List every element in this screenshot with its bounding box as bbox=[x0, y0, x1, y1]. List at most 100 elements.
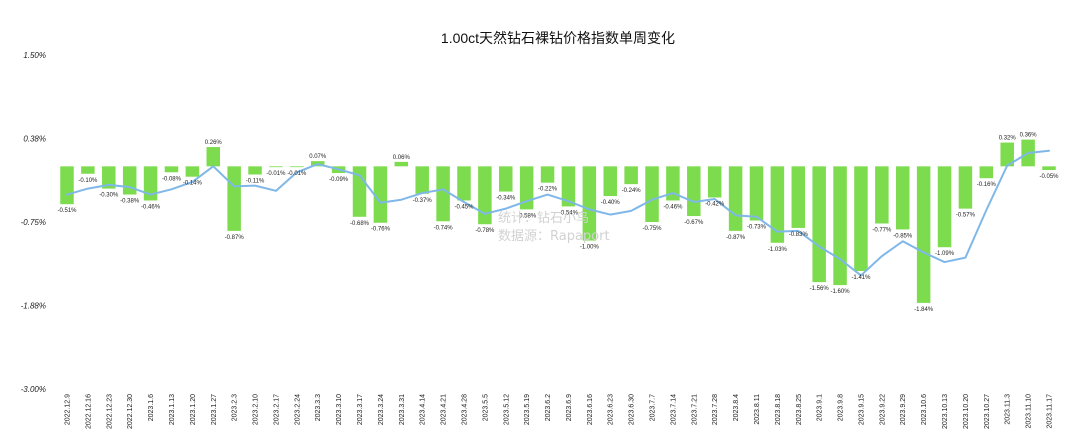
x-tick-label: 2023.4.21 bbox=[441, 394, 448, 425]
bar bbox=[394, 161, 409, 167]
bar bbox=[979, 166, 994, 179]
bar bbox=[102, 166, 116, 189]
bar bbox=[436, 166, 450, 222]
data-label: -0.74% bbox=[434, 225, 454, 231]
data-label: -1.41% bbox=[851, 275, 871, 281]
x-tick-label: 2023.2.17 bbox=[273, 394, 280, 425]
x-tick-label: 2023.1.6 bbox=[148, 394, 155, 421]
data-label: -0.40% bbox=[601, 200, 621, 206]
x-tick-label: 2022.12.16 bbox=[85, 394, 92, 429]
bar bbox=[206, 147, 221, 167]
data-label: 0.32% bbox=[999, 136, 1017, 142]
bar bbox=[687, 166, 701, 217]
bar bbox=[561, 166, 576, 207]
data-label: -0.54% bbox=[559, 210, 579, 216]
data-label: -0.11% bbox=[246, 179, 265, 185]
bar bbox=[916, 166, 931, 303]
x-tick-label: 2023.6.2 bbox=[545, 394, 552, 421]
bar bbox=[185, 166, 200, 177]
bar bbox=[582, 166, 597, 241]
x-tick-label: 2023.9.29 bbox=[900, 394, 907, 425]
x-tick-label: 2023.5.5 bbox=[482, 394, 489, 421]
x-tick-label: 2023.1.13 bbox=[169, 394, 176, 425]
x-tick-label: 2023.2.3 bbox=[232, 394, 239, 421]
data-label: -0.01% bbox=[287, 171, 307, 177]
y-tick-label: 0.38% bbox=[23, 135, 46, 144]
data-label: -0.67% bbox=[684, 220, 704, 226]
x-tick-label: 2023.7.28 bbox=[712, 394, 719, 425]
data-label: -1.56% bbox=[810, 286, 830, 292]
x-tick-label: 2023.6.16 bbox=[587, 394, 594, 425]
trend-line-series bbox=[66, 149, 1050, 277]
x-tick-label: 2023.1.20 bbox=[190, 394, 197, 425]
watermark-line1: 统计：钻石小鸟 bbox=[498, 210, 589, 226]
x-tick-label: 2023.11.10 bbox=[1026, 394, 1033, 429]
x-tick-label: 2023.10.6 bbox=[921, 394, 928, 425]
x-tick-label: 2022.12.23 bbox=[106, 394, 113, 429]
data-label: -0.08% bbox=[162, 176, 182, 182]
data-label: -0.46% bbox=[141, 204, 161, 210]
data-label: -0.46% bbox=[663, 204, 683, 210]
x-axis-ticks: 2022.12.9 2022.12.16 2022.12.23 2022.12.30 2… bbox=[65, 394, 1054, 429]
bar bbox=[290, 166, 304, 168]
bar bbox=[603, 166, 617, 197]
x-tick-label: 2023.11.17 bbox=[1047, 394, 1054, 429]
x-tick-label: 2023.5.12 bbox=[503, 394, 510, 425]
x-tick-label: 2023.5.19 bbox=[524, 394, 531, 425]
bar bbox=[519, 166, 534, 210]
watermark: 统计：钻石小鸟 数据源：Rapaport bbox=[498, 210, 610, 244]
bar bbox=[895, 166, 910, 230]
data-label: -0.05% bbox=[1039, 174, 1059, 180]
data-labels: -0.51%-0.10%-0.30%-0.38%-0.46%-0.08%-0.1… bbox=[57, 133, 1059, 313]
x-tick-label: 2023.4.28 bbox=[461, 394, 468, 425]
x-tick-label: 2023.7.21 bbox=[691, 394, 698, 425]
x-tick-label: 2023.8.18 bbox=[775, 394, 782, 425]
data-label: -0.87% bbox=[225, 235, 245, 241]
data-label: -0.75% bbox=[643, 226, 663, 232]
data-label: -0.38% bbox=[120, 199, 140, 205]
data-label: 0.07% bbox=[309, 154, 327, 160]
y-axis-ticks: 1.50% 0.38% -0.75% -1.88% -3.00% bbox=[21, 51, 46, 394]
x-tick-label: 2023.3.31 bbox=[399, 394, 406, 425]
data-label: -0.09% bbox=[329, 177, 349, 183]
data-label: -0.16% bbox=[977, 182, 997, 188]
data-label: 0.06% bbox=[393, 155, 411, 161]
data-label: -0.83% bbox=[789, 232, 809, 238]
bar bbox=[1000, 142, 1014, 167]
data-label: -0.01% bbox=[266, 171, 286, 177]
bar bbox=[854, 166, 868, 271]
x-tick-label: 2023.7.14 bbox=[670, 394, 677, 425]
bar bbox=[143, 166, 158, 201]
bar bbox=[812, 166, 826, 283]
x-tick-label: 2023.8.25 bbox=[796, 394, 803, 425]
chart-title: 1.00ct天然钻石裸钻价格指数单周变化 bbox=[441, 30, 675, 46]
x-tick-label: 2023.2.24 bbox=[294, 394, 301, 425]
x-tick-label: 2023.9.1 bbox=[817, 394, 824, 421]
x-tick-label: 2023.6.30 bbox=[629, 394, 636, 425]
x-tick-label: 2023.10.13 bbox=[942, 394, 949, 429]
bar bbox=[937, 166, 952, 248]
x-tick-label: 2023.1.27 bbox=[211, 394, 218, 425]
bar bbox=[624, 166, 638, 185]
data-label: -0.85% bbox=[893, 233, 913, 239]
bar bbox=[666, 166, 680, 201]
data-label: -0.37% bbox=[413, 198, 433, 204]
data-label: -0.73% bbox=[747, 225, 767, 231]
data-label: -0.24% bbox=[622, 188, 642, 194]
x-tick-label: 2023.9.22 bbox=[879, 394, 886, 425]
bar bbox=[833, 166, 847, 286]
bar bbox=[81, 166, 95, 174]
y-tick-label: -0.75% bbox=[21, 218, 46, 227]
bar bbox=[958, 166, 973, 209]
bar bbox=[645, 166, 659, 222]
bar bbox=[269, 166, 283, 168]
bar bbox=[540, 166, 555, 183]
bar bbox=[749, 166, 764, 221]
data-label: -0.22% bbox=[538, 187, 558, 193]
bar bbox=[1042, 166, 1056, 171]
data-label: -1.09% bbox=[935, 251, 955, 257]
x-tick-label: 2023.11.3 bbox=[1005, 394, 1012, 425]
data-label: -0.77% bbox=[872, 227, 892, 233]
x-tick-label: 2023.6.23 bbox=[608, 394, 615, 425]
